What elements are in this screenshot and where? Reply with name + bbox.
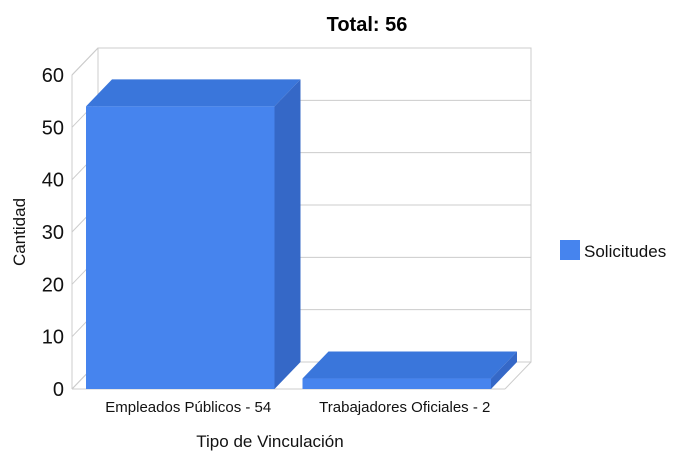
bar-front-face	[86, 106, 275, 390]
legend-label-solicitudes: Solicitudes	[584, 242, 666, 261]
y-tick-label: 20	[42, 274, 64, 296]
y-tick-label: 0	[53, 379, 64, 401]
bar-top-face	[302, 351, 517, 379]
x-axis-label: Tipo de Vinculación	[196, 432, 343, 451]
bar	[302, 351, 517, 389]
y-tick-label: 10	[42, 327, 64, 349]
bar-side-face	[491, 351, 517, 389]
y-axis-ticks: 0 10 20 30 40 50 60	[42, 65, 64, 401]
bar-front-face	[302, 378, 491, 389]
legend-swatch-solicitudes	[560, 240, 580, 260]
chart-title: Total: 56	[327, 14, 408, 36]
y-tick-label: 30	[42, 222, 64, 244]
y-tick-label: 50	[42, 117, 64, 139]
bar-top-face	[86, 79, 301, 107]
x-tick-label: Trabajadores Oficiales - 2	[319, 399, 490, 416]
y-tick-label: 60	[42, 65, 64, 87]
bar	[86, 79, 301, 390]
bar-side-face	[274, 79, 301, 390]
y-axis-label: Cantidad	[10, 198, 29, 266]
x-axis-ticks: Empleados Públicos - 54 Trabajadores Ofic…	[105, 399, 490, 416]
x-tick-label: Empleados Públicos - 54	[105, 399, 271, 416]
floor-right-edge	[504, 361, 532, 390]
bars	[86, 79, 517, 390]
gridline	[71, 47, 531, 76]
legend: Solicitudes	[560, 240, 666, 261]
y-tick-label: 40	[42, 170, 64, 192]
